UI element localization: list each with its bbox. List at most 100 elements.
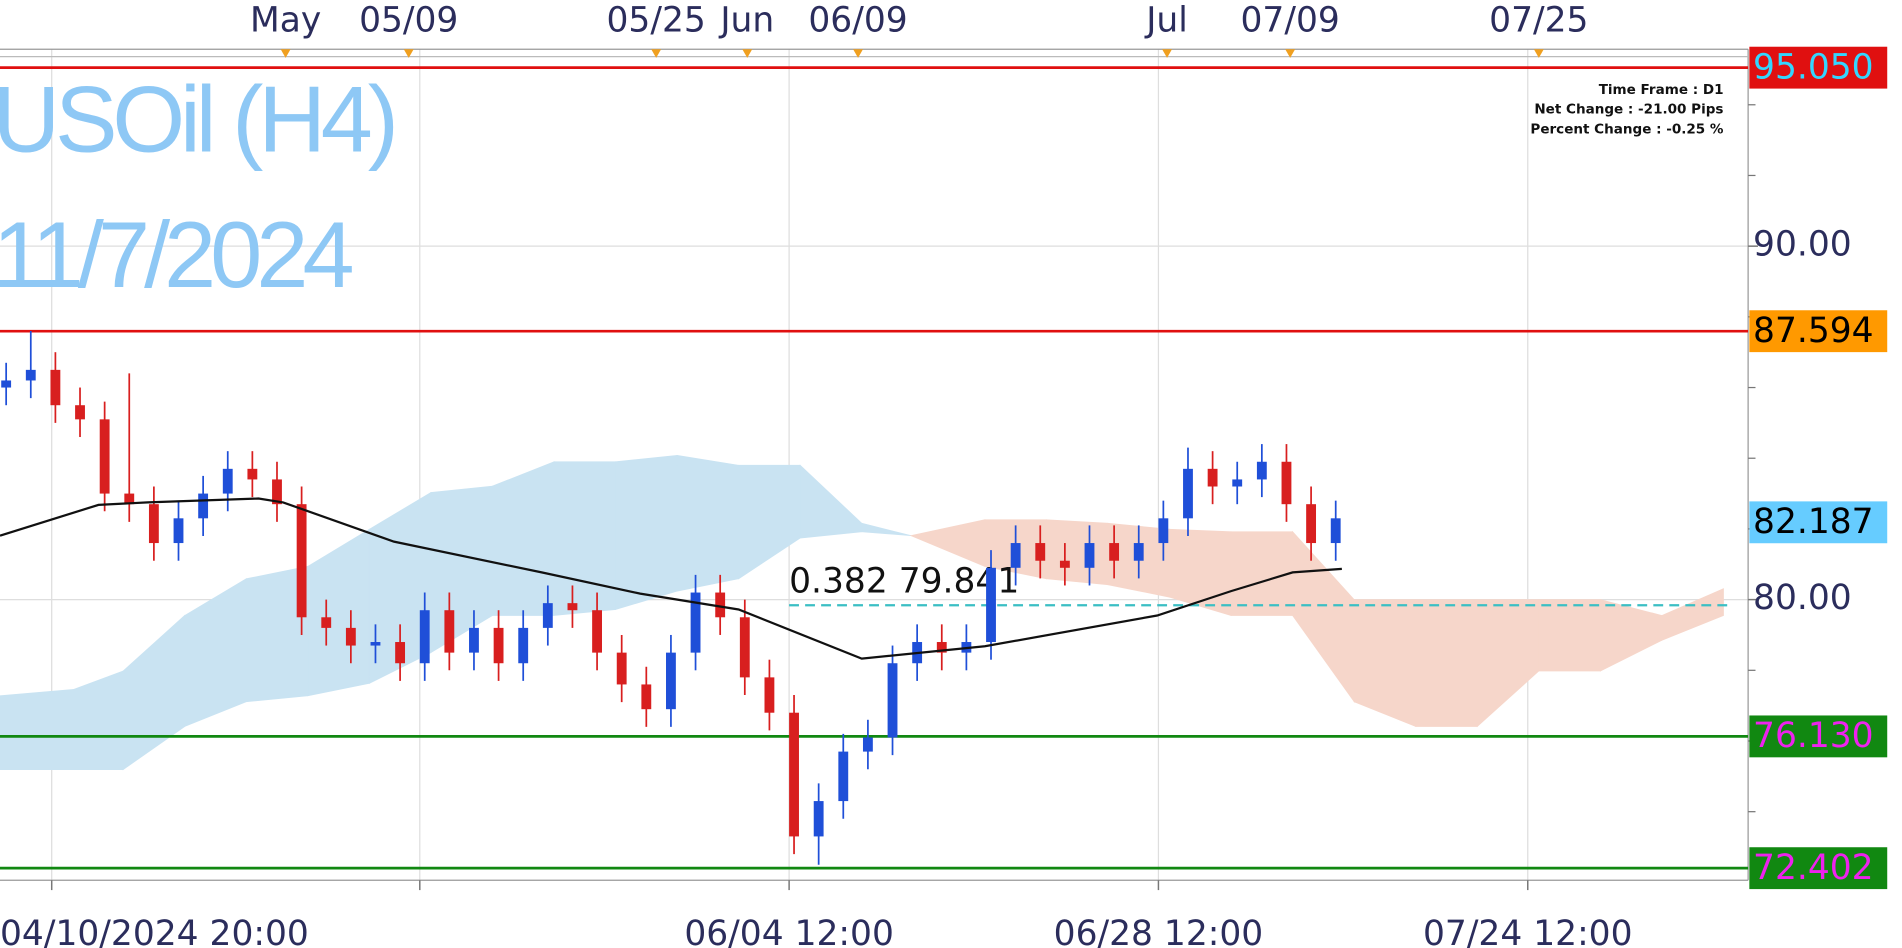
candle-body bbox=[1059, 560, 1070, 568]
x-top-label: Jun bbox=[718, 1, 774, 41]
candle-body bbox=[1035, 543, 1046, 561]
candle-body bbox=[715, 592, 726, 618]
x-bottom-label: 07/24 12:00 bbox=[1423, 914, 1633, 948]
candle-body bbox=[222, 468, 233, 494]
candle-body bbox=[813, 801, 824, 837]
top-tick-marker bbox=[853, 49, 863, 58]
x-top-label: 07/25 bbox=[1489, 1, 1588, 41]
candle-body bbox=[567, 603, 578, 611]
cloud-segment bbox=[1600, 599, 1663, 672]
cloud-segment bbox=[553, 461, 616, 616]
candle-body bbox=[50, 369, 61, 406]
price-label: 82.187 bbox=[1753, 502, 1874, 542]
top-tick-marker bbox=[742, 49, 753, 58]
candle-body bbox=[1183, 468, 1193, 519]
candle-body bbox=[370, 642, 381, 646]
candle-body bbox=[1084, 543, 1095, 568]
candle-body bbox=[148, 504, 159, 544]
level-label: 72.402 bbox=[1753, 848, 1874, 888]
cloud-segment bbox=[184, 578, 247, 728]
cloud-segment bbox=[0, 688, 75, 770]
cloud-segment bbox=[1476, 599, 1540, 728]
candle-body bbox=[1281, 461, 1292, 505]
moving-average-line bbox=[0, 497, 1342, 660]
candle-body bbox=[173, 518, 184, 544]
cloud-segment bbox=[492, 461, 555, 616]
cloud-segment bbox=[799, 464, 863, 539]
candle-body bbox=[518, 627, 529, 664]
candle-body bbox=[1256, 461, 1267, 480]
cloud-segment bbox=[1661, 588, 1724, 641]
candle-body bbox=[1109, 543, 1120, 561]
candle-body bbox=[272, 479, 282, 505]
level-label: 87.594 bbox=[1753, 311, 1874, 351]
candle-body bbox=[1133, 543, 1144, 561]
level-box bbox=[1749, 310, 1888, 353]
x-top-label: 06/09 bbox=[808, 1, 907, 41]
cloud-segment bbox=[1353, 599, 1417, 728]
candle-body bbox=[247, 468, 258, 480]
info-text: Net Change : -21.00 Pips bbox=[1534, 102, 1723, 118]
x-bottom-label: 04/10/2024 20:00 bbox=[0, 914, 309, 948]
x-top-label: 05/25 bbox=[607, 1, 706, 41]
candle-body bbox=[444, 610, 455, 653]
top-tick-marker bbox=[1285, 49, 1296, 58]
cloud-segment bbox=[307, 528, 370, 697]
candle-body bbox=[25, 369, 36, 381]
chart-subtitle: 11/7/2024 bbox=[0, 202, 355, 307]
level-box bbox=[1749, 715, 1888, 758]
info-text: Time Frame : D1 bbox=[1599, 82, 1724, 98]
x-top-label: May bbox=[250, 1, 321, 41]
candle-body bbox=[616, 652, 627, 685]
x-top-label: 05/09 bbox=[359, 1, 458, 41]
cloud-segment bbox=[430, 485, 493, 654]
candle-body bbox=[1158, 518, 1169, 544]
top-tick-marker bbox=[280, 49, 291, 58]
candle-body bbox=[764, 677, 775, 713]
x-top-label: Jul bbox=[1144, 1, 1188, 41]
candle-body bbox=[296, 504, 307, 618]
candle-body bbox=[75, 405, 85, 420]
candle-body bbox=[321, 617, 332, 628]
candle-body bbox=[838, 751, 849, 802]
cloud-segment bbox=[1046, 519, 1109, 586]
candle-body bbox=[469, 627, 479, 653]
cloud-segment bbox=[1169, 528, 1232, 617]
candle-body bbox=[592, 610, 602, 653]
candle-body bbox=[1010, 543, 1021, 568]
y-tick-label: 90.00 bbox=[1753, 225, 1852, 265]
candle-body bbox=[1306, 504, 1317, 544]
candle-body bbox=[641, 684, 652, 710]
candle-body bbox=[419, 610, 430, 664]
candle-body bbox=[887, 663, 898, 738]
top-tick-marker bbox=[651, 49, 662, 58]
top-tick-marker bbox=[1533, 49, 1544, 58]
candle-body bbox=[986, 567, 996, 643]
level-box bbox=[1749, 46, 1888, 89]
cloud-segment bbox=[1415, 599, 1478, 727]
candle-body bbox=[936, 642, 947, 653]
level-label: 76.130 bbox=[1753, 716, 1874, 756]
cloud-segment bbox=[1230, 531, 1293, 616]
top-tick-marker bbox=[1162, 49, 1172, 58]
candle-body bbox=[493, 627, 504, 664]
chart-title: USOil (H4) bbox=[0, 67, 399, 172]
candle-body bbox=[862, 737, 873, 752]
candle-body bbox=[99, 419, 110, 494]
candle-body bbox=[1330, 518, 1341, 544]
background-layer bbox=[0, 49, 1749, 881]
cloud-segment bbox=[73, 670, 124, 770]
level-label: 95.050 bbox=[1753, 47, 1874, 87]
candle-body bbox=[198, 493, 209, 519]
candle-body bbox=[395, 642, 406, 664]
candle-body bbox=[1232, 479, 1243, 487]
cloud-segment bbox=[1292, 530, 1355, 703]
candle-body bbox=[124, 493, 135, 505]
cloud-segment bbox=[676, 454, 740, 592]
candle-body bbox=[739, 617, 750, 678]
candle-body bbox=[690, 592, 701, 653]
candle-body bbox=[1207, 468, 1218, 487]
cloud-segment bbox=[615, 454, 678, 611]
